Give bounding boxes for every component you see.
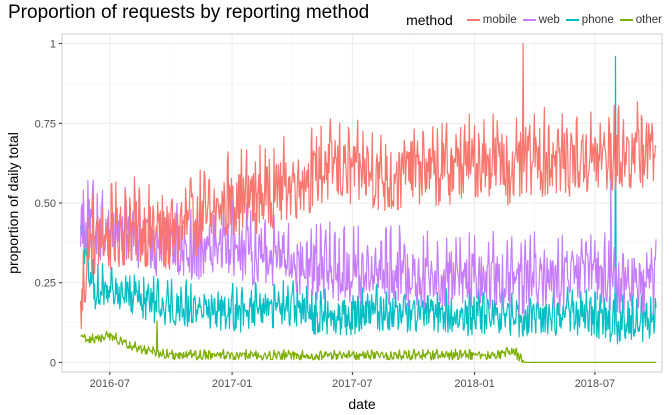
legend-swatch-web: [522, 19, 536, 21]
legend-item-other: other: [619, 14, 662, 26]
x-axis: 2016-07 2017-01 2017-07 2018-01 2018-07: [90, 372, 615, 390]
legend-item-web: web: [522, 14, 560, 26]
legend-label-mobile: mobile: [482, 14, 517, 26]
y-tick-label: 1: [50, 39, 56, 51]
y-tick-label: 0.75: [35, 118, 56, 130]
x-axis-title: date: [348, 396, 375, 412]
series-line-web: [80, 170, 657, 317]
y-tick-label: 0: [50, 357, 56, 369]
series-line-mobile: [80, 42, 657, 330]
y-tick-label: 0.50: [35, 198, 56, 210]
x-tick-label: 2018-01: [454, 378, 494, 390]
legend-item-phone: phone: [565, 14, 614, 26]
x-tick-label: 2016-07: [90, 378, 130, 390]
series-layer: [80, 42, 657, 363]
legend-title: method: [406, 12, 453, 28]
legend-swatch-other: [619, 19, 633, 21]
legend-label-other: other: [635, 14, 662, 26]
legend-swatch-mobile: [466, 19, 480, 21]
legend-item-mobile: mobile: [466, 14, 517, 26]
legend-label-web: web: [538, 14, 560, 26]
legend: method mobile web phone other: [406, 12, 662, 28]
series-line-phone: [80, 55, 657, 345]
series-line-other: [80, 320, 657, 363]
y-axis-title: proportion of daily total: [5, 132, 21, 274]
y-tick-label: 0.25: [35, 278, 56, 290]
x-tick-label: 2017-01: [212, 378, 252, 390]
chart-title: Proportion of requests by reporting meth…: [8, 2, 370, 23]
y-axis: 0 0.25 0.50 0.75 1: [35, 39, 62, 369]
legend-label-phone: phone: [581, 14, 614, 26]
x-tick-label: 2017-07: [332, 378, 372, 390]
x-tick-label: 2018-07: [575, 378, 615, 390]
legend-swatch-phone: [565, 19, 579, 21]
